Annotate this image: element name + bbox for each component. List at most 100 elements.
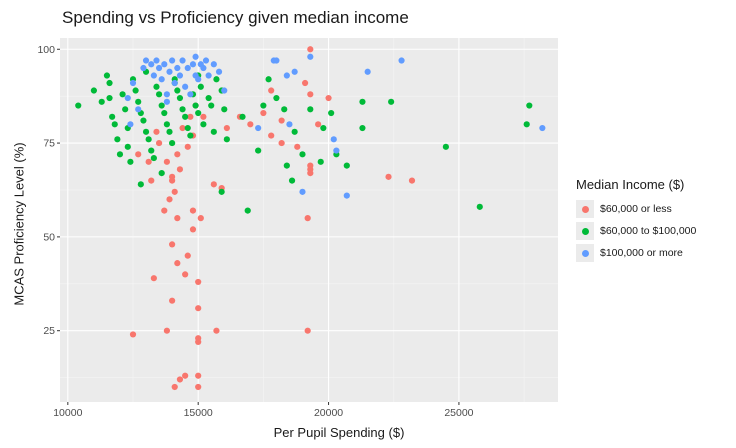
data-point-series-0	[304, 327, 311, 334]
data-point-series-1	[106, 94, 113, 102]
chart-title: Spending vs Proficiency given median inc…	[62, 8, 409, 27]
data-point-series-1	[111, 121, 118, 128]
data-point-series-0	[268, 87, 275, 94]
data-point-series-1	[291, 128, 298, 135]
y-axis-label: MCAS Proficiency Level (%)	[11, 142, 27, 306]
data-point-series-0	[307, 91, 314, 98]
data-point-series-2	[330, 136, 337, 143]
data-point-series-1	[166, 128, 173, 135]
data-point-series-0	[278, 139, 285, 147]
data-point-series-0	[307, 162, 314, 169]
data-point-series-2	[210, 61, 217, 68]
x-tick-label: 15000	[184, 407, 213, 419]
data-point-series-1	[109, 113, 116, 120]
data-point-series-1	[283, 162, 290, 169]
data-point-series-2	[189, 61, 197, 68]
data-point-series-0	[169, 297, 176, 304]
data-point-series-0	[176, 166, 184, 173]
data-point-series-0	[268, 132, 275, 139]
legend-dot-red	[581, 205, 589, 213]
legend-label: $100,000 or more	[600, 247, 683, 259]
data-point-series-0	[189, 207, 197, 214]
data-point-series-1	[239, 113, 246, 120]
data-point-series-0	[304, 215, 311, 222]
data-point-series-1	[255, 147, 262, 154]
legend-dot-blue	[581, 249, 589, 257]
data-point-series-2	[169, 57, 176, 64]
data-point-series-1	[197, 83, 204, 90]
data-point-series-1	[359, 98, 366, 105]
data-point-series-0	[223, 124, 230, 132]
x-tick-label: 10000	[53, 407, 82, 419]
data-point-series-2	[291, 68, 298, 75]
data-point-series-2	[150, 72, 157, 79]
data-point-series-1	[174, 87, 181, 94]
data-point-series-0	[195, 338, 202, 346]
data-point-series-1	[273, 94, 280, 102]
data-point-series-0	[174, 151, 181, 158]
legend: Median Income ($) $60,000 or less $60,00…	[576, 177, 696, 264]
data-point-series-1	[169, 139, 176, 147]
y-tick-label: 100	[37, 44, 55, 56]
data-point-series-1	[523, 121, 530, 128]
data-point-series-1	[328, 109, 335, 117]
data-point-series-2	[161, 61, 168, 68]
data-point-series-1	[161, 109, 168, 117]
data-point-series-0	[174, 260, 181, 267]
data-point-series-0	[148, 177, 155, 184]
data-point-series-2	[205, 72, 212, 79]
minor-gridlines	[60, 38, 558, 402]
data-point-series-2	[148, 61, 155, 68]
data-point-series-2	[171, 79, 178, 87]
data-point-series-0	[171, 383, 178, 391]
data-point-series-0	[169, 173, 176, 180]
data-point-series-2	[163, 91, 171, 98]
data-point-series-0	[210, 181, 217, 188]
data-point-series-2	[142, 57, 150, 64]
legend-key	[576, 200, 594, 218]
data-point-series-1	[127, 158, 134, 165]
data-point-series-1	[265, 76, 272, 83]
legend-title: Median Income ($)	[576, 177, 685, 192]
data-point-series-0	[197, 215, 204, 222]
data-point-series-1	[476, 203, 483, 210]
data-point-series-0	[129, 331, 137, 338]
data-point-series-2	[184, 64, 191, 72]
data-point-series-0	[213, 327, 220, 334]
data-point-series-1	[140, 117, 147, 124]
legend-key	[576, 244, 594, 262]
data-point-series-1	[182, 113, 189, 120]
data-point-series-0	[200, 113, 207, 120]
data-point-series-0	[385, 173, 392, 180]
data-point-series-0	[184, 252, 191, 259]
y-tick-label: 75	[43, 138, 55, 150]
legend-key	[576, 222, 594, 240]
data-point-series-2	[221, 87, 228, 94]
data-point-series-1	[244, 207, 251, 214]
data-point-series-0	[155, 139, 163, 147]
data-point-series-2	[202, 57, 210, 64]
data-point-series-1	[155, 91, 163, 98]
data-point-series-1	[223, 136, 230, 143]
legend-item-mid-income: $60,000 to $100,000	[576, 220, 696, 242]
data-point-series-0	[163, 158, 171, 165]
data-point-series-2	[174, 64, 181, 72]
data-point-series-2	[200, 64, 207, 72]
data-point-series-1	[135, 98, 142, 105]
data-point-series-0	[301, 79, 309, 87]
data-point-series-2	[155, 64, 163, 72]
data-point-series-1	[158, 169, 165, 177]
data-point-series-2	[153, 57, 160, 64]
data-point-series-1	[122, 106, 129, 113]
data-point-series-0	[278, 117, 285, 124]
data-point-series-0	[195, 383, 202, 391]
data-point-series-0	[187, 113, 194, 120]
data-point-series-2	[129, 79, 137, 87]
data-point-series-1	[320, 124, 327, 132]
data-point-series-1	[114, 136, 121, 143]
data-point-series-2	[286, 121, 293, 128]
data-point-series-1	[307, 106, 314, 113]
data-point-series-1	[132, 87, 139, 94]
data-point-series-1	[142, 128, 150, 135]
